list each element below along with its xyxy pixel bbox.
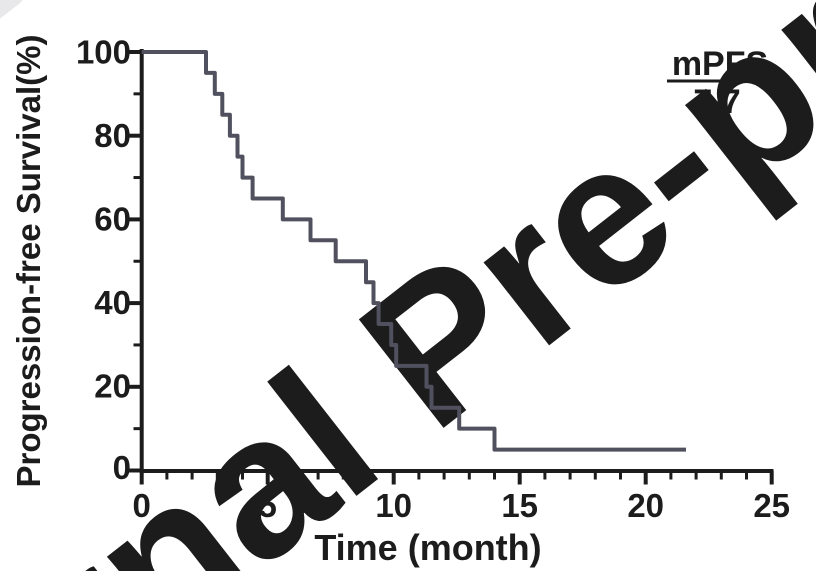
axes [128,49,774,485]
mpfs-value: 7.7 [693,83,740,121]
y-tick-label-20: 20 [94,368,131,405]
x-tick-label-5: 5 [259,487,277,524]
mpfs-label: mPFS [672,45,768,83]
y-tick-label-0: 0 [113,449,131,486]
x-tick-label-25: 25 [753,487,790,524]
x-axis-title: Time (month) [314,527,541,568]
x-tick-label-20: 20 [627,487,664,524]
x-tick-label-10: 10 [375,487,412,524]
x-ticks [139,471,774,485]
y-axis-title: Progression-free Survival(%) [10,35,47,488]
km-curve [141,50,686,452]
y-ticks [128,50,142,473]
y-tick-label-60: 60 [94,201,131,238]
x-tick-labels: 0 5 10 15 20 25 [133,487,791,524]
y-tick-label-40: 40 [94,284,131,321]
y-tick-labels: 100 80 60 40 20 0 [76,34,131,487]
y-tick-label-100: 100 [76,34,131,71]
y-tick-label-80: 80 [94,117,131,154]
x-tick-label-15: 15 [501,487,538,524]
x-tick-label-0: 0 [133,487,151,524]
annotation-mpfs: mPFS 7.7 [667,45,773,121]
